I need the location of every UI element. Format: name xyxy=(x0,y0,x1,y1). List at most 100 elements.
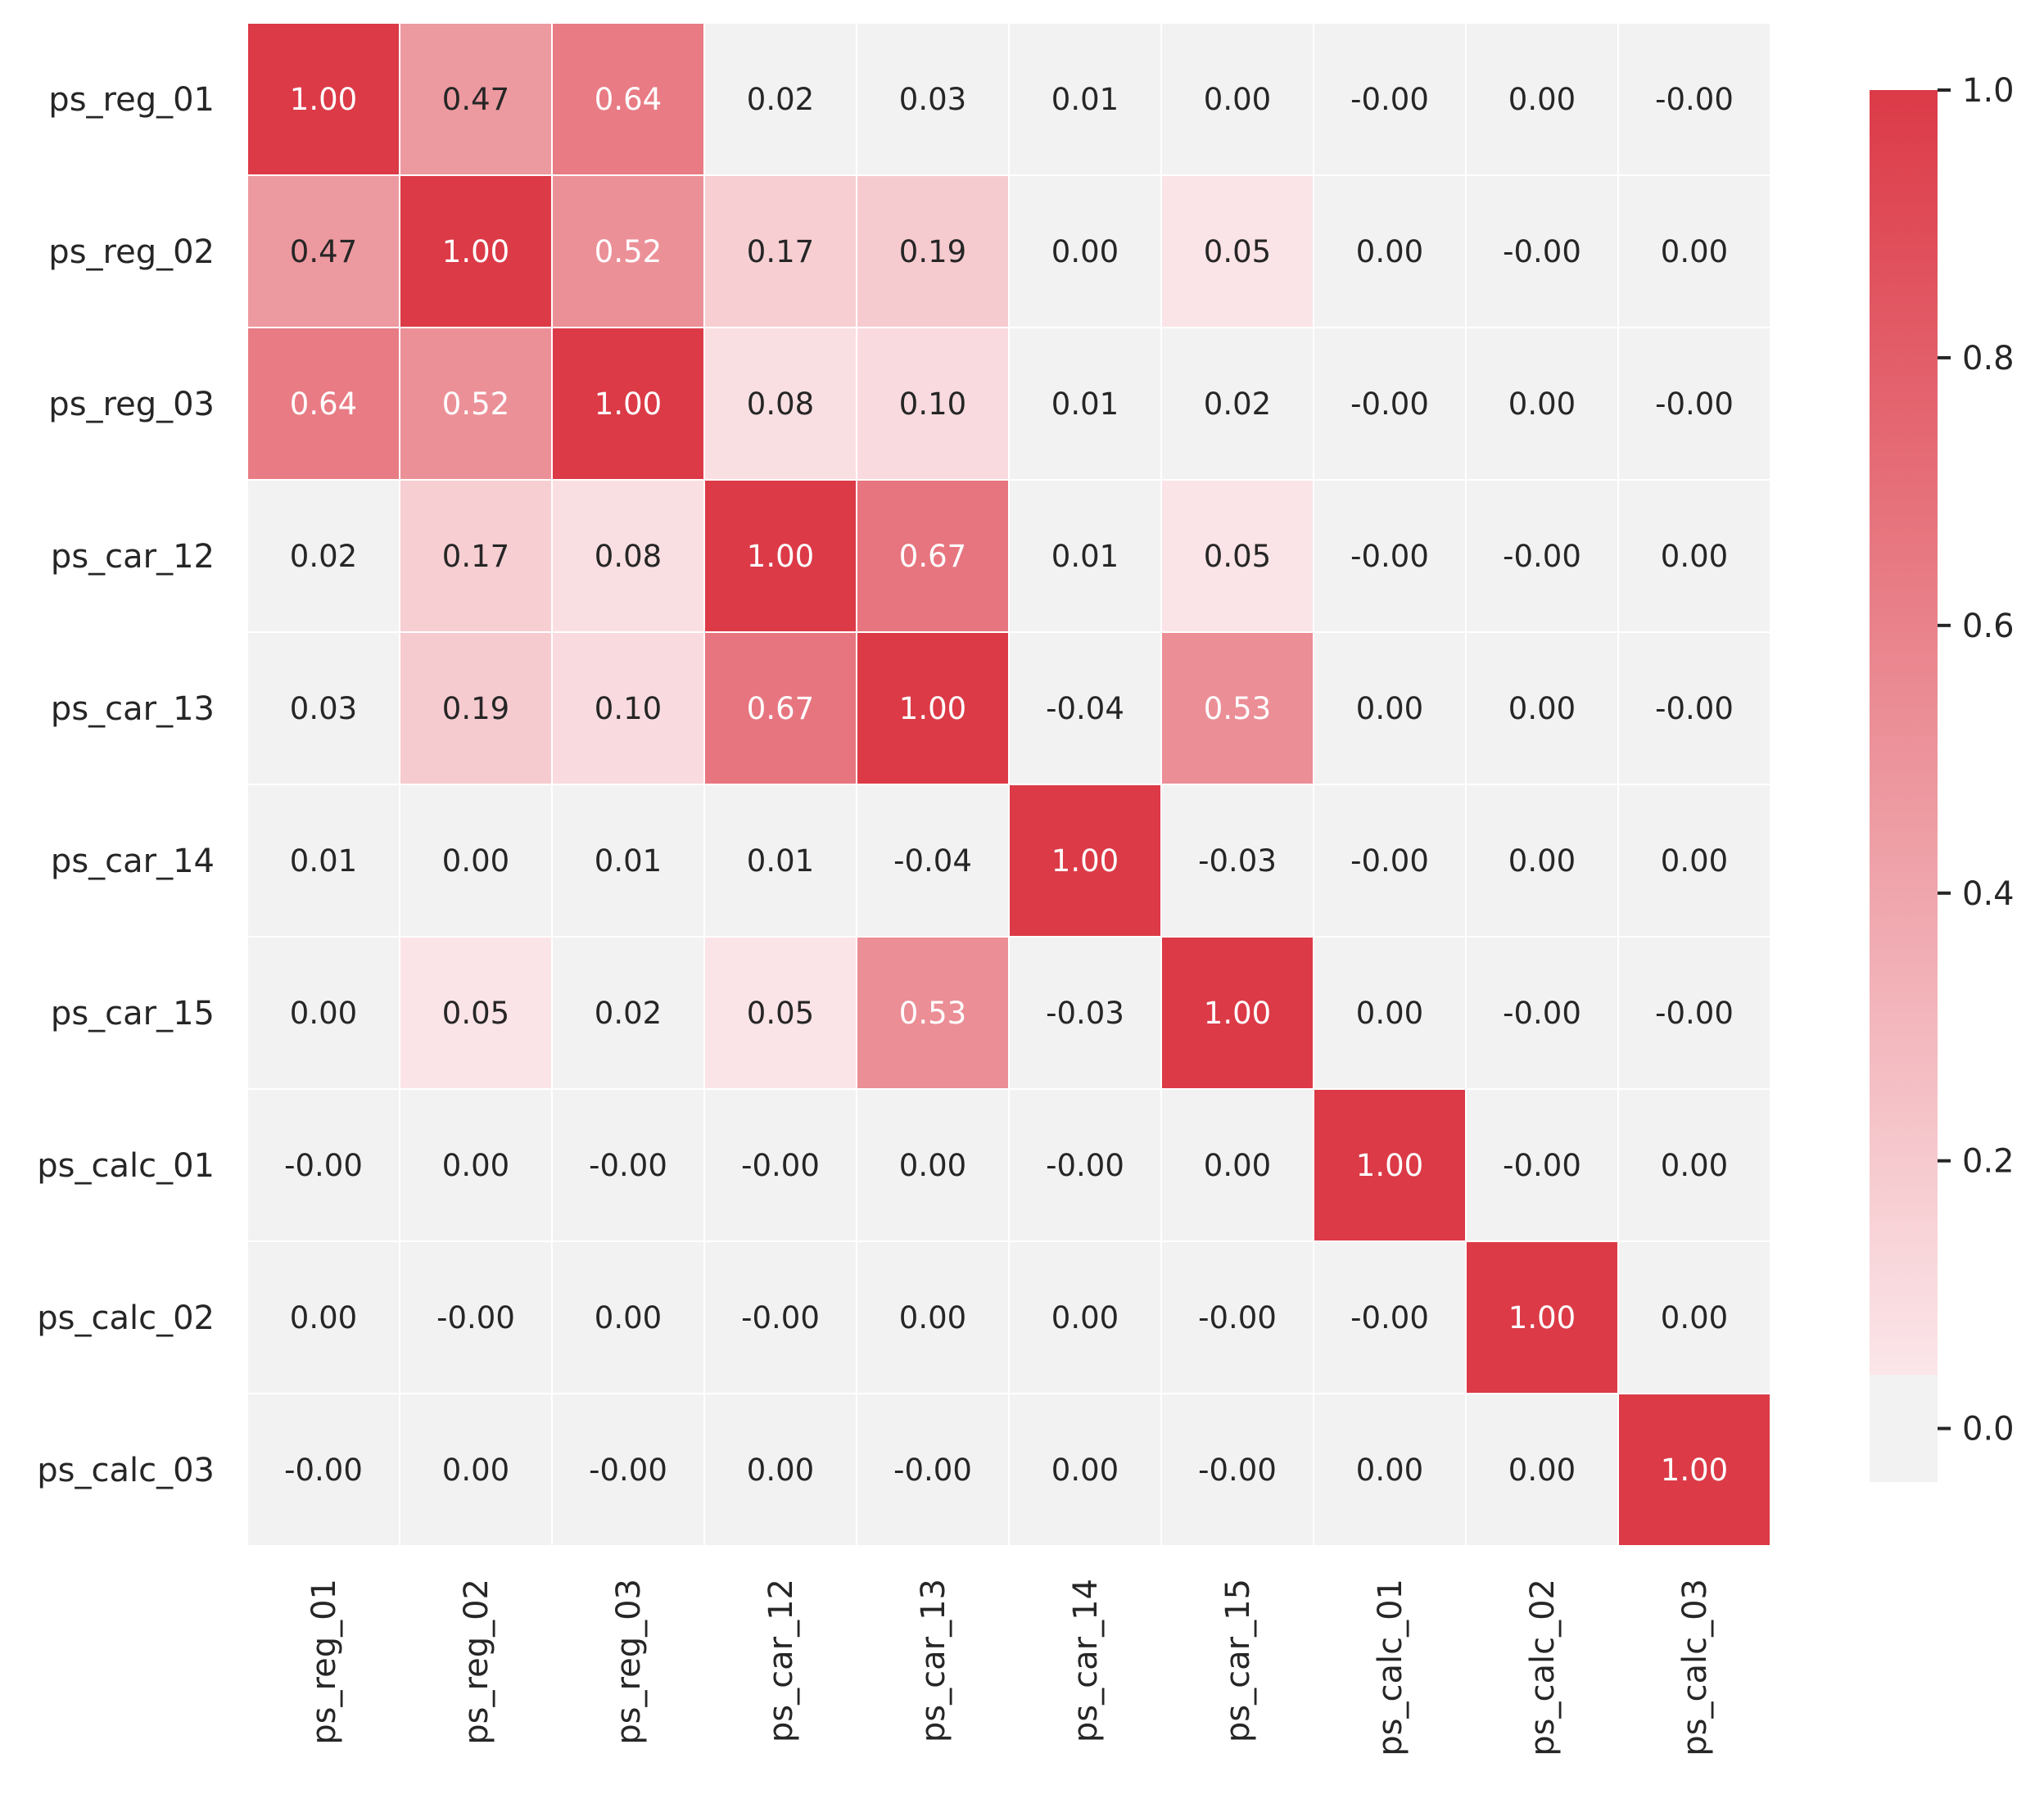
heatmap-cell xyxy=(399,1393,553,1547)
cell-value-label: 1.00 xyxy=(899,691,966,726)
cell-value-label: 0.00 xyxy=(1356,234,1423,269)
cell-value-label: -0.00 xyxy=(1350,843,1429,879)
cell-value-label: -0.00 xyxy=(1350,386,1429,422)
cell-value-label: 0.00 xyxy=(290,1300,357,1335)
heatmap-cell xyxy=(1617,936,1771,1090)
heatmap-cell xyxy=(551,631,705,785)
cell-value-label: 0.52 xyxy=(595,234,662,269)
heatmap-cell xyxy=(1313,327,1467,481)
cell-value-label: 0.00 xyxy=(1508,843,1576,879)
cell-value-label: 0.01 xyxy=(290,843,357,879)
cell-value-label: 0.64 xyxy=(595,82,662,117)
cell-value-label: -0.00 xyxy=(1350,82,1429,117)
cell-value-label: 0.00 xyxy=(1661,234,1728,269)
cell-value-label: 0.47 xyxy=(442,82,509,117)
heatmap-cell xyxy=(1160,1088,1314,1242)
cell-value-label: 0.03 xyxy=(899,82,966,117)
column-tick-label: ps_car_14 xyxy=(1067,1579,1105,1742)
heatmap-cell xyxy=(1160,1240,1314,1394)
heatmap-cell xyxy=(246,936,400,1090)
heatmap-cell xyxy=(1465,479,1619,633)
colorbar-tick-label: 1.0 xyxy=(1962,72,2015,110)
cell-value-label: 0.17 xyxy=(747,234,814,269)
cell-value-label: -0.00 xyxy=(589,1453,667,1488)
heatmap-cell xyxy=(1617,479,1771,633)
cell-value-label: 0.00 xyxy=(442,843,509,879)
heatmap-cell xyxy=(856,174,1010,328)
heatmap-cell xyxy=(246,327,400,481)
row-tick-label: ps_car_14 xyxy=(51,843,215,880)
heatmap-cell xyxy=(1160,174,1314,328)
cell-value-label: 0.17 xyxy=(442,539,509,574)
cell-value-label: 0.00 xyxy=(1508,386,1576,422)
heatmap-cell xyxy=(551,174,705,328)
row-tick-label: ps_calc_02 xyxy=(37,1299,215,1337)
cell-value-label: -0.03 xyxy=(1046,996,1124,1031)
cell-value-label: 0.10 xyxy=(899,386,966,422)
cell-value-label: 0.00 xyxy=(1356,996,1423,1031)
cell-value-label: 1.00 xyxy=(1356,1148,1423,1183)
heatmap-cell xyxy=(1617,327,1771,481)
cell-value-label: 0.05 xyxy=(747,996,814,1031)
cell-value-label: 0.00 xyxy=(1661,843,1728,879)
heatmap-cell xyxy=(1160,631,1314,785)
heatmap-cell xyxy=(1617,1393,1771,1547)
cell-value-label: -0.00 xyxy=(1198,1300,1277,1335)
heatmap-cell xyxy=(703,784,857,938)
heatmap-cell xyxy=(1465,1393,1619,1547)
column-tick-label: ps_car_13 xyxy=(915,1579,952,1742)
cell-value-label: 0.10 xyxy=(595,691,662,726)
heatmap-cell xyxy=(1008,479,1162,633)
colorbar: 0.0 0.2 0.4 0.6 0.8 1.0 xyxy=(1870,72,2015,1482)
row-tick-label: ps_calc_01 xyxy=(37,1147,215,1185)
cell-value-label: -0.00 xyxy=(741,1148,820,1183)
cell-value-label: 0.05 xyxy=(442,996,509,1031)
cell-value-label: 0.52 xyxy=(442,386,509,422)
cell-value-label: 0.03 xyxy=(290,691,357,726)
cell-value-label: 0.00 xyxy=(1508,691,1576,726)
heatmap-cell xyxy=(1008,936,1162,1090)
cell-value-label: 0.00 xyxy=(1356,1453,1423,1488)
heatmap-cell xyxy=(1617,174,1771,328)
cell-value-label: -0.00 xyxy=(1503,539,1581,574)
colorbar-tick-label: 0.6 xyxy=(1962,608,2015,645)
cell-value-label: 0.67 xyxy=(899,539,966,574)
heatmap-cell xyxy=(399,631,553,785)
heatmap-cell xyxy=(246,479,400,633)
heatmap-cell xyxy=(399,1240,553,1394)
cell-value-label: -0.00 xyxy=(1655,691,1734,726)
colorbar-tick-label: 0.8 xyxy=(1962,340,2015,377)
heatmap-cells: 1.00 0.47 0.64 0.02 0.03 0.01 0.00 -0.00 0.00 -0.… xyxy=(246,22,1771,1547)
heatmap-cell xyxy=(1313,936,1467,1090)
row-tick-label: ps_reg_01 xyxy=(48,81,215,119)
cell-value-label: 0.00 xyxy=(899,1148,966,1183)
heatmap-cell xyxy=(856,327,1010,481)
cell-value-label: 1.00 xyxy=(1204,996,1271,1031)
heatmap-cell xyxy=(1160,327,1314,481)
heatmap-cell xyxy=(856,1088,1010,1242)
heatmap-cell xyxy=(1313,1393,1467,1547)
colorbar-tick-label: 0.2 xyxy=(1962,1143,2015,1181)
heatmap-cell xyxy=(1617,1088,1771,1242)
cell-value-label: -0.00 xyxy=(893,1453,972,1488)
heatmap-cell xyxy=(551,1393,705,1547)
heatmap-cell xyxy=(1160,936,1314,1090)
cell-value-label: 0.47 xyxy=(290,234,357,269)
heatmap-cell xyxy=(1313,22,1467,176)
row-tick-label: ps_car_13 xyxy=(51,690,215,728)
heatmap-cell xyxy=(246,1240,400,1394)
cell-value-label: 0.00 xyxy=(747,1453,814,1488)
heatmap-cell xyxy=(399,22,553,176)
column-tick-label: ps_reg_01 xyxy=(305,1579,343,1745)
cell-value-label: 1.00 xyxy=(1661,1453,1728,1488)
cell-value-label: 0.19 xyxy=(442,691,509,726)
cell-value-label: -0.00 xyxy=(284,1453,363,1488)
heatmap-cell xyxy=(703,1240,857,1394)
cell-value-label: 0.02 xyxy=(747,82,814,117)
cell-value-label: 0.00 xyxy=(442,1148,509,1183)
colorbar-ticks: 0.0 0.2 0.4 0.6 0.8 1.0 xyxy=(1938,72,2015,1448)
cell-value-label: 0.00 xyxy=(1356,691,1423,726)
cell-value-label: -0.04 xyxy=(1046,691,1124,726)
cell-value-label: -0.00 xyxy=(1503,1148,1581,1183)
cell-value-label: 0.05 xyxy=(1204,234,1271,269)
